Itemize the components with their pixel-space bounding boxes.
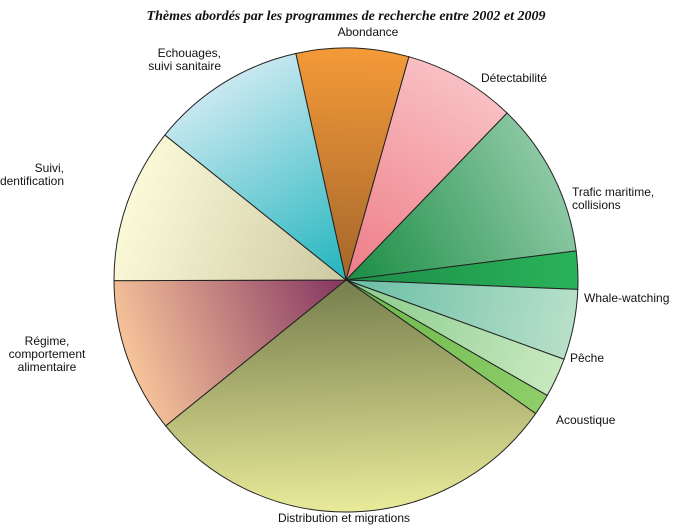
- slice-label: Whale-watching: [584, 291, 669, 305]
- slice-label: Suivi,photo identification: [0, 161, 64, 188]
- chart-title: Thèmes abordés par les programmes de rec…: [147, 9, 546, 24]
- slice-label: Acoustique: [556, 413, 616, 427]
- slice-label: Abondance: [338, 25, 399, 39]
- slice-label: Echouages, suivi sanitaire: [148, 46, 221, 73]
- pie-slice: [113, 134, 348, 282]
- slice-label: Régime, comportement alimentaire: [9, 334, 86, 374]
- pie-slices: [113, 47, 579, 513]
- pie-slice: [164, 279, 537, 513]
- slice-label: Trafic maritime, collisions: [572, 185, 654, 212]
- pie-slice: [295, 47, 410, 281]
- pie-slice: [345, 56, 508, 281]
- pie-slice: [164, 52, 347, 282]
- slice-label: Pêche: [570, 351, 604, 365]
- pie-slice: [344, 112, 577, 281]
- pie-slice: [113, 279, 348, 427]
- slice-labels: Abondance Détectabilité Trafic maritime, co…: [0, 25, 669, 525]
- slice-label: Distribution et migrations: [278, 511, 410, 525]
- slice-label: Détectabilité: [481, 71, 547, 85]
